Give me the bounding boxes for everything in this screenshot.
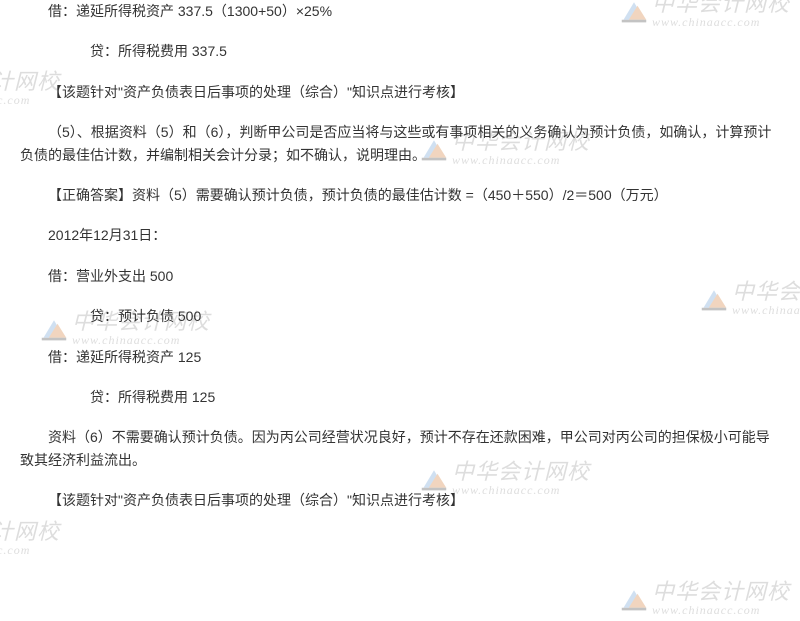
document-body: 借：递延所得税资产 337.5（1300+50）×25% 贷：所得税费用 337…	[20, 0, 780, 511]
text-line: （5）、根据资料（5）和（6），判断甲公司是否应当将与这些或有事项相关的义务确认…	[20, 121, 780, 166]
watermark-logo-icon	[620, 585, 648, 613]
text-line: 【该题针对"资产负债表日后事项的处理（综合）"知识点进行考核】	[20, 81, 780, 103]
text-line: 借：递延所得税资产 125	[20, 346, 780, 368]
text-line: 借：递延所得税资产 337.5（1300+50）×25%	[20, 0, 780, 22]
text-line: 贷：预计负债 500	[20, 305, 780, 327]
text-line: 贷：所得税费用 125	[20, 386, 780, 408]
watermark: 中华会计网校www.chinaacc.com	[0, 520, 60, 557]
text-line: 贷：所得税费用 337.5	[20, 40, 780, 62]
text-line: 2012年12月31日：	[20, 224, 780, 246]
text-line: 资料（6）不需要确认预计负债。因为丙公司经营状况良好，预计不存在还款困难，甲公司…	[20, 426, 780, 471]
text-line: 【正确答案】资料（5）需要确认预计负债，预计负债的最佳估计数 =（450＋550…	[20, 184, 780, 206]
text-line: 借：营业外支出 500	[20, 265, 780, 287]
watermark-text: 中华会计网校www.chinaacc.com	[652, 580, 790, 617]
text-line: 【该题针对"资产负债表日后事项的处理（综合）"知识点进行考核】	[20, 489, 780, 511]
watermark-text: 中华会计网校www.chinaacc.com	[0, 520, 60, 557]
watermark: 中华会计网校www.chinaacc.com	[620, 580, 790, 617]
